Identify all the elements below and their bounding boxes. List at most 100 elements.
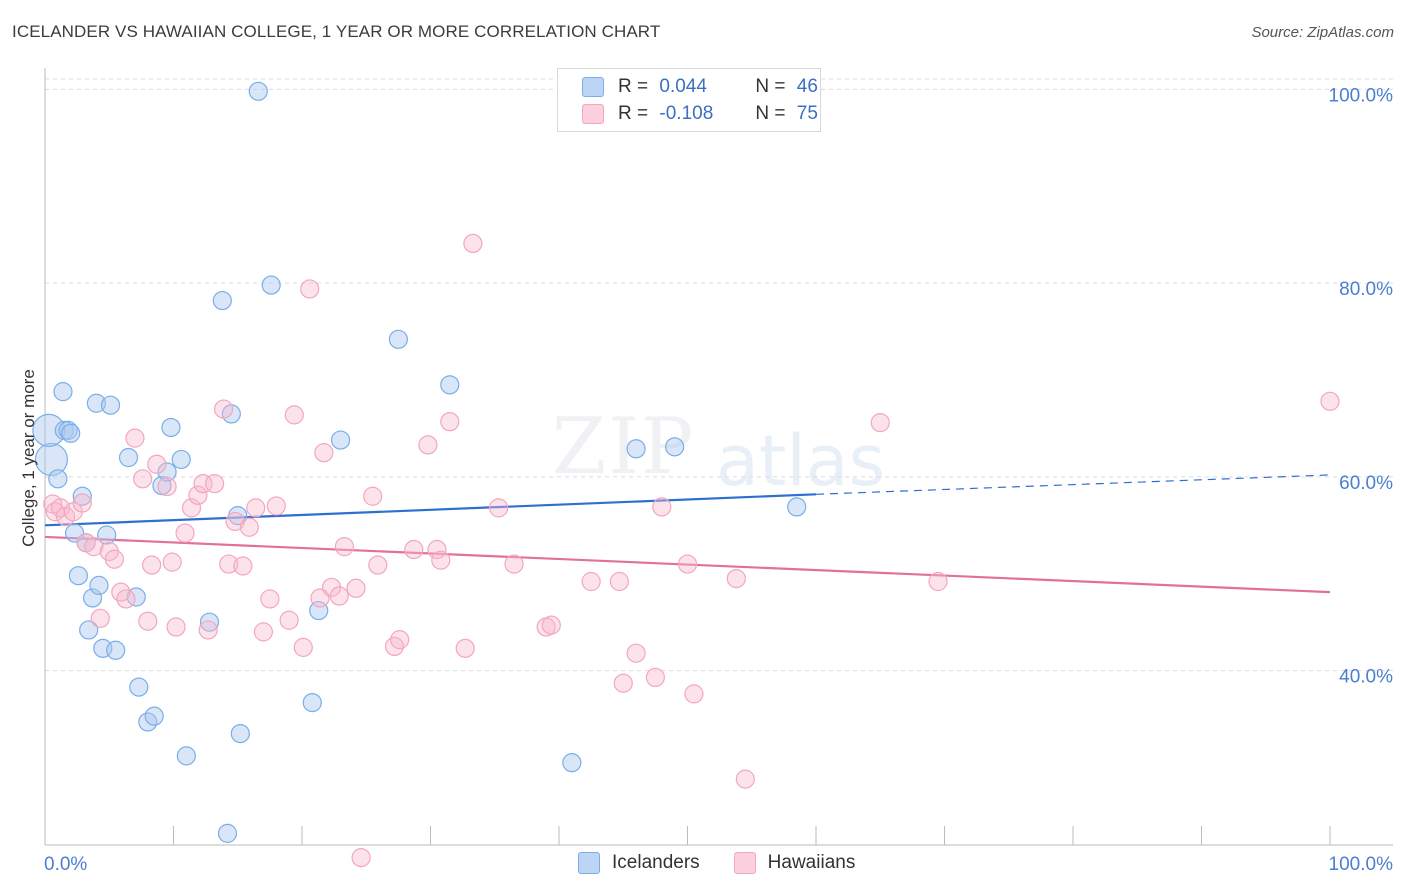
point-icelanders (32, 413, 66, 447)
point-hawaiians (233, 556, 253, 576)
point-icelanders (665, 437, 685, 457)
legend-n-value-hawaiians: 75 (796, 103, 818, 124)
point-hawaiians (677, 554, 698, 574)
legend-row-icelanders: R = 0.044 N = 46 (582, 75, 818, 99)
point-hawaiians (157, 476, 177, 497)
grid-lines (45, 78, 1393, 672)
point-hawaiians (440, 412, 460, 432)
point-hawaiians (198, 620, 218, 640)
trend-line-hawaiians (44, 535, 1331, 594)
point-hawaiians (188, 485, 208, 505)
point-hawaiians (214, 399, 234, 419)
point-hawaiians (175, 523, 195, 543)
point-hawaiians (193, 474, 213, 494)
axes (44, 68, 1393, 846)
point-hawaiians (219, 554, 239, 574)
legend-swatch-hawaiians (733, 852, 756, 874)
y-tick-label: 100.0% (1329, 85, 1394, 106)
point-icelanders (48, 469, 68, 489)
legend-r-value-icelanders: 0.044 (659, 76, 707, 97)
legend-swatch-icelanders (582, 77, 604, 97)
point-icelanders (230, 723, 250, 744)
point-icelanders (89, 575, 109, 595)
point-icelanders (171, 449, 191, 470)
legend-label-icelanders: Icelanders (612, 852, 700, 873)
y-axis-label: College, 1 year or more (19, 369, 38, 547)
point-icelanders (129, 677, 149, 697)
point-hawaiians (133, 469, 153, 489)
point-icelanders (144, 706, 164, 726)
point-hawaiians (504, 554, 524, 574)
point-hawaiians (541, 615, 561, 635)
point-hawaiians (266, 496, 286, 516)
point-hawaiians (652, 497, 672, 517)
point-hawaiians (329, 586, 349, 606)
point-icelanders (61, 423, 81, 443)
point-hawaiians (225, 511, 245, 532)
point-hawaiians (489, 498, 509, 518)
point-hawaiians (162, 552, 182, 572)
point-hawaiians (455, 638, 475, 658)
point-hawaiians (166, 617, 186, 637)
point-icelanders (161, 417, 181, 438)
point-hawaiians (431, 550, 451, 570)
chart-title: ICELANDER VS HAWAIIAN COLLEGE, 1 YEAR OR… (12, 22, 661, 41)
point-hawaiians (581, 571, 601, 592)
point-hawaiians (246, 498, 266, 518)
x-tick-label: 0.0% (44, 854, 87, 875)
legend-r-value-hawaiians: -0.108 (659, 103, 714, 124)
legend-swatch-hawaiians (582, 104, 604, 124)
series-legend: Icelanders Hawaiians (578, 852, 855, 874)
point-hawaiians (351, 847, 371, 868)
legend-n-label: N = (755, 76, 786, 97)
point-hawaiians (181, 498, 202, 518)
point-icelanders (248, 81, 268, 101)
point-icelanders (440, 375, 460, 395)
point-icelanders (34, 442, 69, 477)
legend-label-hawaiians: Hawaiians (767, 852, 856, 873)
point-icelanders (72, 486, 92, 506)
point-hawaiians (116, 589, 136, 609)
point-hawaiians (314, 443, 334, 463)
point-hawaiians (205, 474, 225, 494)
point-hawaiians (293, 637, 313, 657)
x-tick-label: 100.0% (1329, 854, 1394, 875)
y-tick-label: 80.0% (1339, 279, 1393, 300)
point-hawaiians (284, 405, 304, 425)
data-points (32, 81, 1340, 868)
point-hawaiians (300, 279, 320, 299)
point-hawaiians (463, 233, 483, 254)
point-icelanders (79, 620, 99, 640)
point-icelanders (58, 420, 78, 440)
point-hawaiians (363, 486, 383, 506)
point-icelanders (212, 290, 232, 311)
point-hawaiians (253, 622, 274, 642)
point-hawaiians (928, 571, 948, 592)
point-icelanders (82, 588, 103, 608)
point-icelanders (97, 525, 117, 545)
point-icelanders (176, 746, 196, 766)
point-icelanders (53, 382, 73, 402)
point-hawaiians (427, 539, 447, 560)
legend-r-label: R = (618, 76, 649, 97)
point-icelanders (626, 439, 646, 459)
point-hawaiians (870, 413, 890, 433)
y-tick-label: 60.0% (1339, 473, 1393, 494)
point-hawaiians (346, 578, 366, 598)
point-hawaiians (104, 549, 124, 569)
point-hawaiians (138, 611, 158, 631)
point-hawaiians (125, 428, 145, 448)
point-icelanders (330, 430, 351, 450)
point-icelanders (302, 692, 322, 713)
point-icelanders (199, 612, 220, 632)
point-hawaiians (84, 537, 104, 557)
point-icelanders (217, 823, 238, 843)
point-hawaiians (334, 537, 355, 557)
source-credit: Source: ZipAtlas.com (1251, 24, 1394, 41)
legend-row-hawaiians: R = -0.108 N = 75 (582, 102, 818, 126)
point-icelanders (562, 753, 582, 773)
point-hawaiians (260, 589, 280, 609)
point-hawaiians (390, 630, 410, 650)
point-hawaiians (90, 608, 110, 628)
trend-line-icelanders (44, 493, 817, 527)
